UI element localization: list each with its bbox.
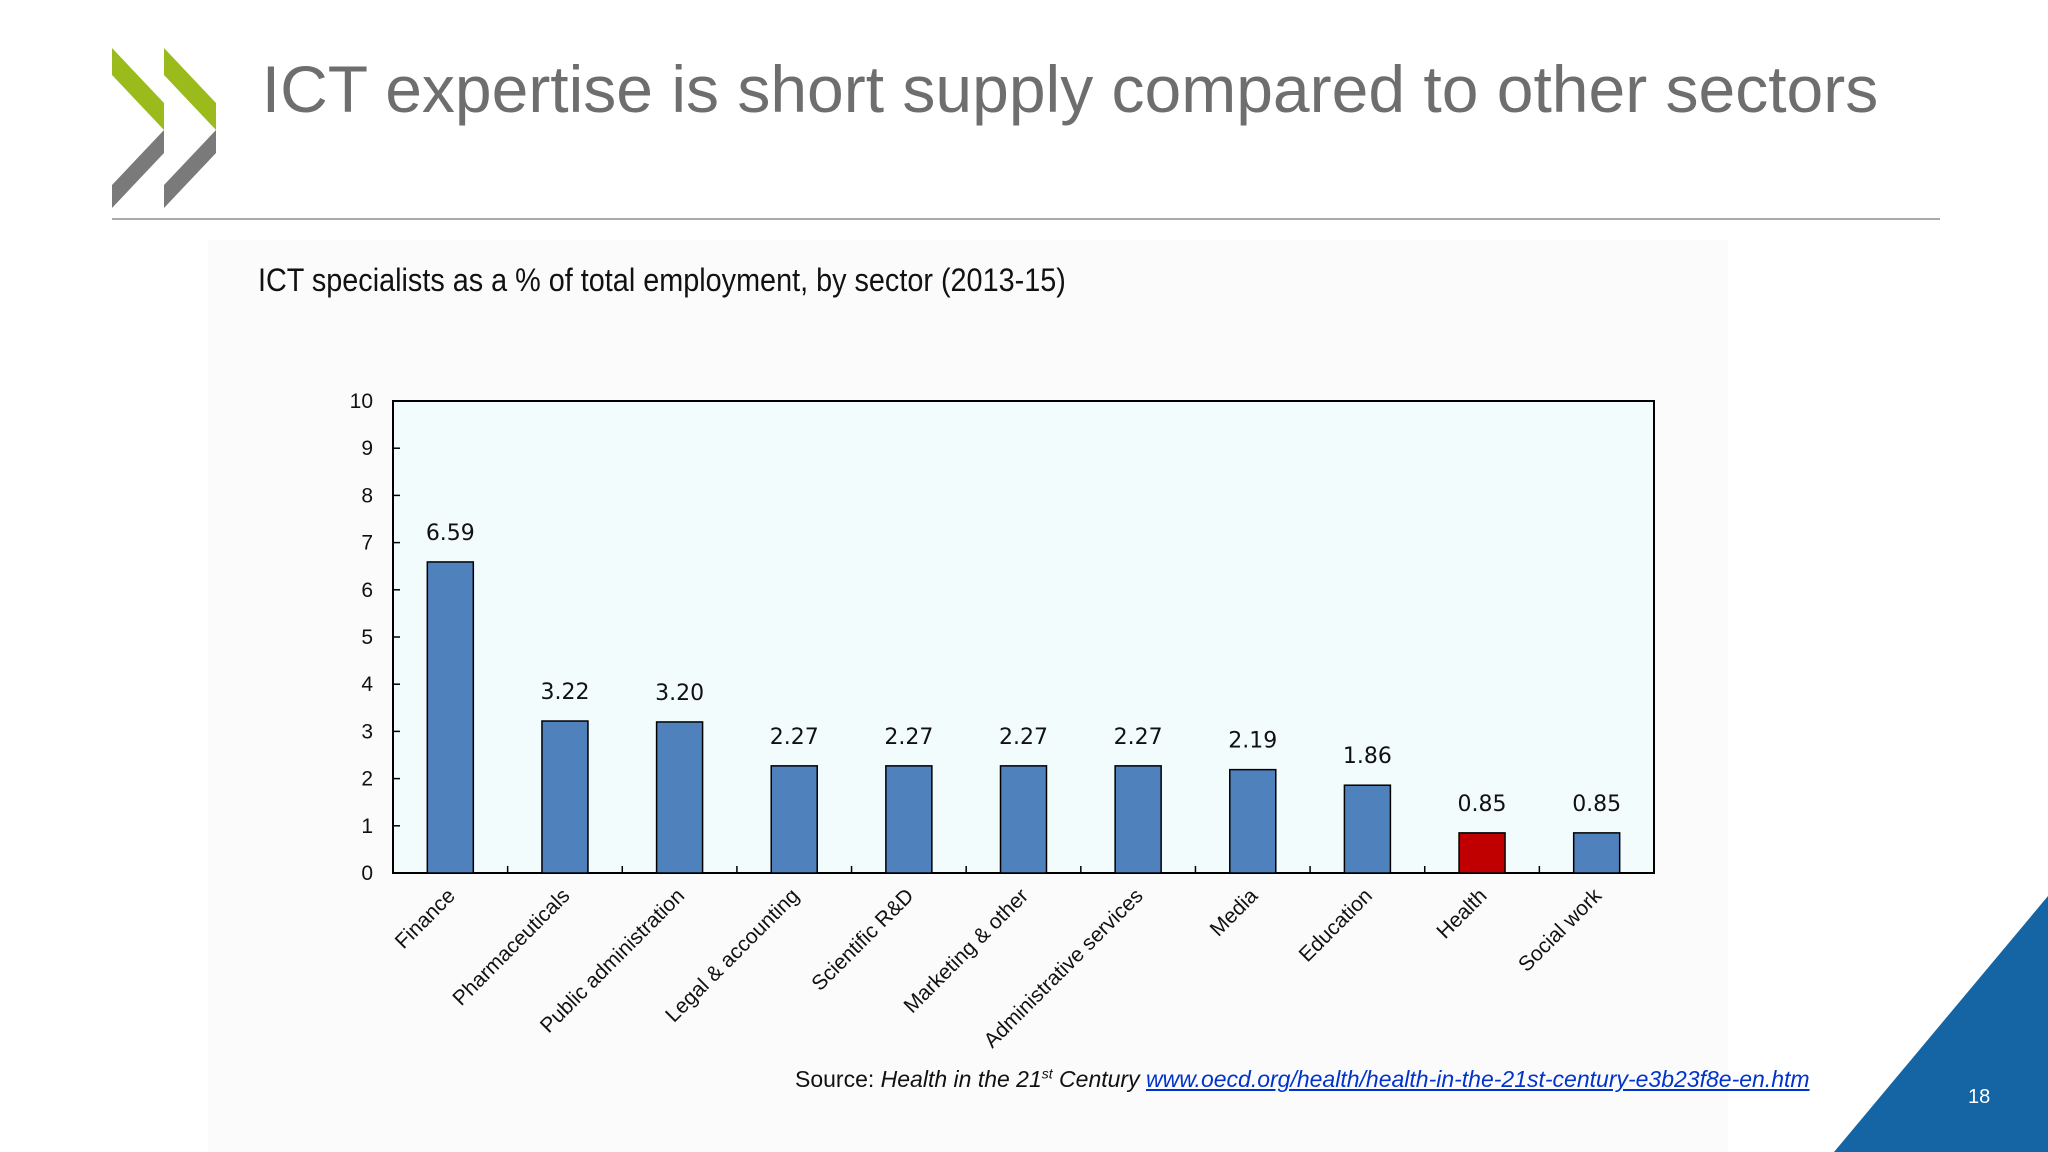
- bar: [885, 765, 933, 874]
- bar: [1229, 768, 1277, 874]
- source-note: Source: Health in the 21st Century www.o…: [795, 1066, 1810, 1093]
- logo-chevron-gray-right: [164, 130, 216, 208]
- bar: [541, 720, 589, 874]
- category-label: Scientific R&D: [807, 884, 918, 995]
- data-label: 3.20: [655, 681, 704, 706]
- data-label: 6.59: [426, 521, 475, 546]
- source-link[interactable]: www.oecd.org/health/health-in-the-21st-c…: [1146, 1066, 1810, 1092]
- slide-title: ICT expertise is short supply compared t…: [261, 52, 1879, 126]
- page-number: 18: [1968, 1086, 1991, 1108]
- y-tick-label: 7: [361, 532, 373, 555]
- oecd-logo: [112, 48, 216, 208]
- y-tick-label: 3: [361, 720, 373, 743]
- y-tick-label: 0: [361, 862, 373, 885]
- y-tick-label: 2: [361, 768, 373, 791]
- bar: [1343, 784, 1392, 874]
- data-label: 0.85: [1458, 792, 1507, 817]
- data-label: 0.85: [1572, 792, 1621, 817]
- source-publication-title-end: Century: [1052, 1066, 1146, 1092]
- bar: [1114, 765, 1162, 874]
- data-label: 2.27: [1114, 725, 1163, 750]
- bar: [655, 721, 704, 874]
- bar: [770, 765, 818, 874]
- logo-chevron-green-right: [164, 48, 216, 130]
- y-tick-label: 8: [361, 484, 373, 507]
- category-label: Social work: [1514, 884, 1607, 977]
- data-label: 2.27: [770, 725, 819, 750]
- category-label: Pharmaceuticals: [448, 884, 574, 1010]
- logo-chevron-green-left: [112, 48, 164, 130]
- chart-title: ICT specialists as a % of total employme…: [258, 262, 1066, 298]
- y-tick-label: 4: [361, 673, 373, 696]
- bar: [1458, 832, 1506, 874]
- data-label: 2.19: [1228, 729, 1277, 754]
- source-superscript: st: [1041, 1065, 1053, 1082]
- category-label: Education: [1295, 884, 1377, 966]
- title-divider: [112, 218, 1940, 220]
- category-label: Media: [1206, 884, 1263, 941]
- category-label: Marketing & other: [900, 884, 1033, 1017]
- bar: [426, 561, 475, 874]
- bar: [1572, 832, 1621, 874]
- y-tick-label: 9: [361, 437, 373, 460]
- y-tick-label: 5: [361, 626, 373, 649]
- bar: [999, 765, 1048, 874]
- logo-chevron-gray-left: [112, 130, 164, 208]
- source-publication-title: Health in the 21: [880, 1066, 1042, 1092]
- data-label: 1.86: [1343, 744, 1392, 769]
- category-label: Health: [1432, 884, 1491, 943]
- y-tick-label: 1: [361, 815, 373, 838]
- category-label: Finance: [391, 884, 460, 953]
- data-label: 3.22: [540, 680, 589, 705]
- corner-triangle: [1834, 896, 2048, 1152]
- data-label: 2.27: [999, 725, 1048, 750]
- data-label: 2.27: [884, 725, 933, 750]
- y-tick-label: 10: [350, 390, 373, 413]
- y-tick-label: 6: [361, 579, 373, 602]
- source-prefix: Source:: [795, 1066, 881, 1092]
